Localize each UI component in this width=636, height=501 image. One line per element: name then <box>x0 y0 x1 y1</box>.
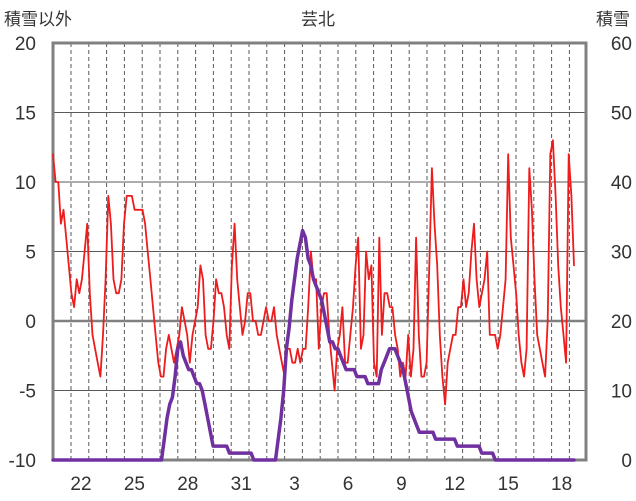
y-left-tick-label: 5 <box>25 243 36 264</box>
x-tick-label: 3 <box>289 474 300 495</box>
x-tick-label: 15 <box>498 474 519 495</box>
series-line-purple <box>51 228 576 462</box>
plot-frame <box>51 41 588 462</box>
y-left-tick-label: 15 <box>15 104 36 125</box>
x-tick-label: 25 <box>124 474 145 495</box>
y-left-tick-label: -10 <box>9 451 36 472</box>
right-axis-label: 積雪 <box>596 10 630 30</box>
y-right-tick-label: 40 <box>611 173 632 194</box>
x-tick-label: 22 <box>70 474 91 495</box>
grid <box>53 43 586 460</box>
x-tick-label: 28 <box>177 474 198 495</box>
y-right-tick-label: 10 <box>611 382 632 403</box>
y-right-tick-label: 60 <box>611 34 632 55</box>
y-right-tick-label: 0 <box>621 451 632 472</box>
y-right-tick-label: 50 <box>611 104 632 125</box>
x-tick-label: 9 <box>396 474 407 495</box>
left-axis-label: 積雪以外 <box>4 10 72 30</box>
y-right-tick-label: 30 <box>611 243 632 264</box>
y-left-tick-label: 0 <box>25 312 36 333</box>
y-left-tick-label: 20 <box>15 34 36 55</box>
x-tick-label: 12 <box>444 474 465 495</box>
y-right-tick-label: 20 <box>611 312 632 333</box>
y-left-tick-label: 10 <box>15 173 36 194</box>
x-tick-label: 6 <box>343 474 354 495</box>
series-group <box>51 139 576 462</box>
x-tick-label: 18 <box>551 474 572 495</box>
y-left-tick-label: -5 <box>19 382 36 403</box>
chart-title: 芸北 <box>301 10 335 30</box>
x-tick-label: 31 <box>231 474 252 495</box>
